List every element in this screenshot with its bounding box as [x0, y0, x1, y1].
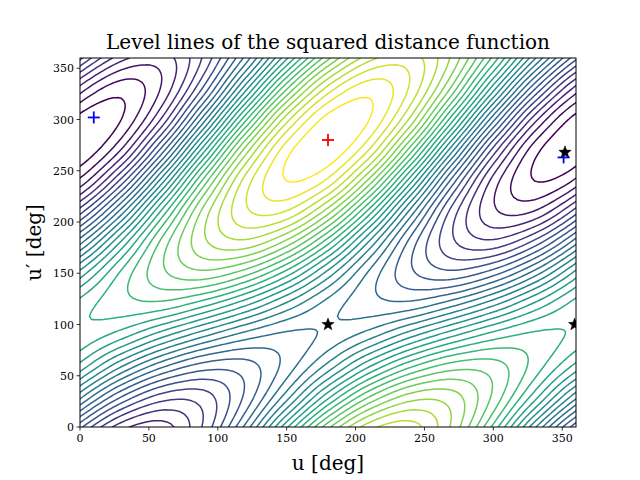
- marker-star: [568, 318, 576, 330]
- contour-line: [80, 58, 576, 427]
- y-tick-label: 300: [53, 114, 74, 127]
- contour-line: [191, 58, 464, 427]
- contour-line: [128, 58, 529, 427]
- contour-line: [283, 97, 373, 182]
- x-tick: [424, 427, 425, 431]
- y-tick-label: 200: [53, 216, 74, 229]
- x-tick: [286, 427, 287, 431]
- chart-title: Level lines of the squared distance func…: [106, 30, 550, 54]
- y-tick: [77, 170, 81, 171]
- contour-line: [80, 97, 576, 182]
- x-tick-label: 0: [77, 432, 84, 445]
- plot-area: [80, 58, 576, 427]
- y-tick: [77, 375, 81, 376]
- contour-line: [80, 58, 576, 427]
- x-tick-label: 250: [414, 432, 435, 445]
- contour-line: [90, 58, 566, 427]
- contour-line: [80, 58, 576, 427]
- contour-line: [246, 65, 410, 216]
- contour-line: [218, 58, 438, 427]
- contour-line: [178, 58, 478, 427]
- contour-line: [80, 58, 576, 427]
- y-tick-label: 150: [53, 267, 74, 280]
- chart-container: 0 50 100 150 200 250 300 350 0 50 100 150 200 250 300 3…: [0, 0, 640, 480]
- contour-line: [80, 58, 576, 427]
- marker-plus: [322, 134, 334, 146]
- y-tick-label: 250: [53, 165, 74, 178]
- marker-plus: [88, 111, 100, 123]
- x-tick-label: 150: [276, 432, 297, 445]
- contour-line: [80, 58, 576, 427]
- x-tick: [493, 427, 494, 431]
- contour-line: [263, 79, 394, 201]
- contour-line: [80, 58, 576, 427]
- contour-line: [80, 58, 576, 427]
- contour-line: [164, 58, 493, 427]
- y-tick: [77, 68, 81, 69]
- contour-line: [80, 79, 576, 201]
- y-tick-label: 350: [53, 62, 74, 75]
- contour-line: [80, 58, 576, 427]
- x-tick: [355, 427, 356, 431]
- contour-line: [80, 58, 576, 427]
- contour-line: [80, 58, 576, 427]
- y-tick: [77, 324, 81, 325]
- marker-star: [559, 146, 571, 158]
- y-tick: [77, 273, 81, 274]
- marker-star: [322, 318, 334, 330]
- contour-line: [80, 58, 576, 427]
- contour-line: [80, 58, 576, 427]
- x-tick: [562, 427, 563, 431]
- contour-line: [147, 58, 509, 427]
- x-tick-label: 50: [142, 432, 156, 445]
- y-tick-label: 50: [60, 370, 74, 383]
- x-axis-label: u [deg]: [292, 451, 364, 475]
- y-tick: [77, 222, 81, 223]
- y-tick: [77, 119, 81, 120]
- y-tick: [77, 427, 81, 428]
- contour-line: [232, 58, 425, 427]
- contour-chart: 0 50 100 150 200 250 300 350 0 50 100 150 200 250 300 3…: [0, 0, 640, 480]
- y-axis-label: u′ [deg]: [22, 204, 46, 281]
- x-tick: [217, 427, 218, 431]
- contour-line: [80, 58, 576, 427]
- x-tick-label: 300: [483, 432, 504, 445]
- plot-frame: [80, 58, 576, 427]
- contour-line: [205, 58, 452, 427]
- y-tick-label: 0: [67, 421, 74, 434]
- x-tick-label: 200: [345, 432, 366, 445]
- x-tick: [148, 427, 149, 431]
- y-tick-label: 100: [53, 319, 74, 332]
- x-tick-label: 100: [207, 432, 228, 445]
- x-tick-label: 350: [552, 432, 573, 445]
- contour-line: [80, 58, 576, 427]
- contour-line: [80, 58, 576, 427]
- x-tick: [80, 427, 81, 431]
